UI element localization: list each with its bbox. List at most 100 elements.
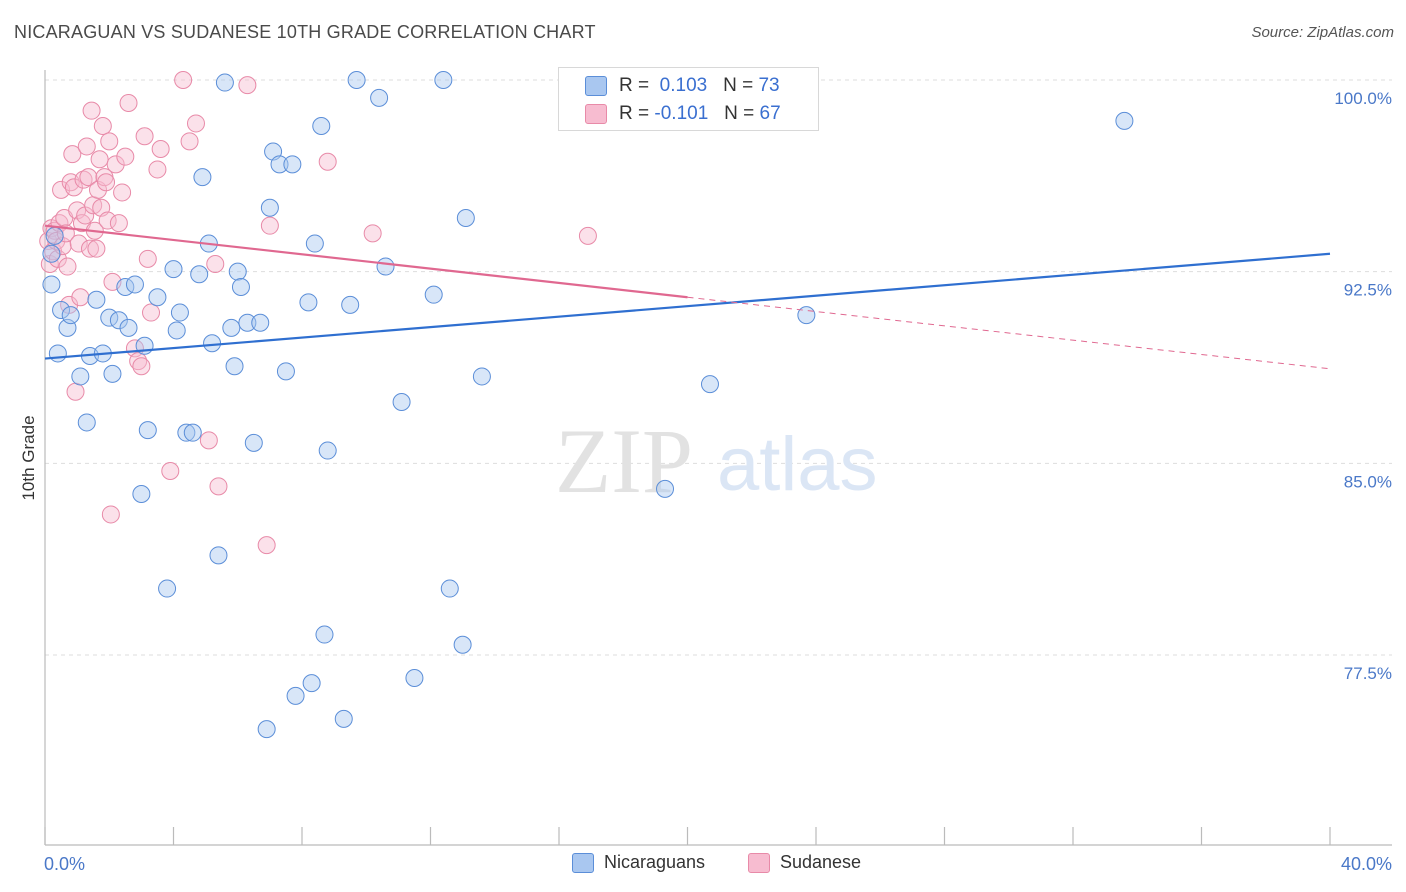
trend-line-sudanese-extension [687,296,1331,370]
data-point-sudanese [116,147,135,166]
stats-legend: R = 0.103 N = 73 R = -0.101 N = 67 [558,67,819,131]
data-point-nicaraguans [370,88,389,107]
legend-r-value-sudanese: -0.101 [654,103,709,124]
data-point-nicaraguans [341,295,360,314]
data-point-nicaraguans [318,441,337,460]
data-point-sudanese [257,536,276,555]
x-tick-label: 0.0% [44,854,85,874]
data-point-nicaraguans [276,362,295,381]
data-point-nicaraguans [170,303,189,322]
data-point-nicaraguans [222,318,241,337]
data-point-sudanese [174,71,193,89]
data-point-sudanese [87,239,106,258]
data-point-nicaraguans [158,579,177,598]
data-point-nicaraguans [283,155,302,174]
data-point-nicaraguans [257,720,276,739]
data-point-sudanese [238,76,257,95]
y-tick-label: 77.5% [1344,664,1392,683]
data-point-nicaraguans [453,635,472,654]
data-point-nicaraguans [434,71,453,89]
data-point-sudanese [148,160,167,179]
data-point-sudanese [578,226,597,245]
data-point-sudanese [98,211,117,230]
legend-n-label: N = [724,103,755,124]
data-point-nicaraguans [148,288,167,307]
data-point-sudanese [113,183,132,202]
data-point-nicaraguans [119,318,138,337]
data-point-nicaraguans [132,485,151,503]
data-point-nicaraguans [305,234,324,253]
legend-row-nicaraguans: R = 0.103 N = 73 [619,74,780,98]
trend-line-sudanese [44,224,688,299]
data-point-nicaraguans [167,321,186,340]
data-point-nicaraguans [42,244,61,263]
data-point-sudanese [206,255,225,273]
data-point-sudanese [58,257,77,276]
data-point-sudanese [129,352,148,371]
data-point-nicaraguans [286,686,305,705]
trend-lines [44,224,1331,370]
nicaraguans-points [42,71,1134,739]
data-point-nicaraguans [52,301,71,319]
data-point-sudanese [180,132,199,151]
data-point-sudanese [77,137,96,156]
y-axis-label: 10th Grade [19,415,38,500]
legend-swatch-sudanese [748,852,770,873]
legend-n-value-nicaraguans: 73 [758,75,780,96]
data-point-nicaraguans [270,155,289,174]
data-point-nicaraguans [190,265,209,284]
watermark-zip: ZIP [555,410,693,512]
legend-row-sudanese: R = -0.101 N = 67 [619,102,781,126]
source-label: Source: ZipAtlas.com [1251,24,1394,41]
data-point-sudanese [69,234,88,253]
data-point-sudanese [79,168,98,187]
data-point-nicaraguans [797,306,816,325]
legend-n-label: N = [723,75,754,96]
legend-r-label: R = [619,75,650,96]
data-point-nicaraguans [334,709,353,728]
y-tick-label: 85.0% [1344,472,1392,491]
data-point-nicaraguans [238,313,257,332]
data-point-sudanese [142,303,161,322]
chart-title: NICARAGUAN VS SUDANESE 10TH GRADE CORREL… [14,22,596,42]
data-point-nicaraguans [231,278,250,296]
data-point-sudanese [135,127,154,146]
legend-r-label: R = [619,103,650,124]
data-point-nicaraguans [656,479,675,498]
data-point-sudanese [318,152,337,171]
data-point-sudanese [66,382,85,401]
legend-item-nicaraguans: Nicaraguans [572,852,705,873]
y-tick-label: 100.0% [1334,89,1392,108]
data-point-nicaraguans [215,73,234,92]
data-point-sudanese [82,101,101,120]
grid-lines [45,79,1392,656]
data-point-nicaraguans [260,198,279,217]
data-point-nicaraguans [251,313,270,332]
data-point-sudanese [106,155,125,174]
data-point-nicaraguans [392,393,411,411]
data-point-nicaraguans [177,423,196,442]
data-point-sudanese [132,357,151,376]
legend-label-nicaraguans: Nicaraguans [604,852,706,872]
data-point-sudanese [64,178,83,197]
data-point-nicaraguans [700,375,719,394]
y-tick-label: 92.5% [1344,281,1392,300]
data-point-sudanese [161,462,180,480]
data-point-nicaraguans [302,674,321,693]
tick-labels: 100.0% 92.5% 85.0% 77.5% 0.0% 40.0% [44,89,1392,874]
legend-item-sudanese: Sudanese [748,852,861,873]
data-point-sudanese [363,224,382,243]
data-point-nicaraguans [347,71,366,89]
data-point-sudanese [90,150,109,169]
data-point-sudanese [80,239,99,258]
data-point-sudanese [186,114,205,133]
legend-swatch-sudanese [585,104,607,124]
x-tick-label: 40.0% [1341,854,1392,874]
legend-r-value-nicaraguans: 0.103 [659,75,708,96]
data-point-sudanese [63,145,82,164]
trend-line-nicaraguans [44,252,1331,360]
data-point-sudanese [100,132,119,151]
data-point-nicaraguans [312,117,331,135]
data-point-nicaraguans [424,285,443,304]
